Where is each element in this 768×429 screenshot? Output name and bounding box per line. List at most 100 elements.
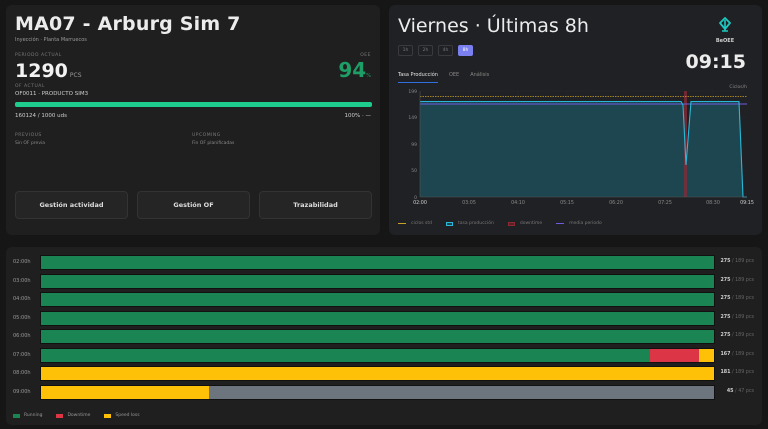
production-rate-chart: 199 149 99 50 0 Ciclos/h 02:00 03:05 04:… [408, 84, 754, 206]
timeline-count: 181 / 189 pcs [720, 370, 754, 375]
timeline-segment-running[interactable] [41, 348, 651, 362]
chart-legend: ciclos std tasa producción downtime medi… [398, 221, 602, 226]
timeline-row: 03:00h 275 / 189 pcs [6, 273, 762, 289]
timeline-legend: Running Downtime Speed loss [13, 413, 140, 418]
timeline-segment-running[interactable] [41, 330, 714, 343]
timeline-hour-label: 02:00h [13, 259, 31, 265]
timeline-bar[interactable] [40, 366, 715, 381]
progress-percent: 100% · — [344, 113, 371, 119]
timeline-count: 275 / 189 pcs [720, 333, 754, 338]
count-actual: 45 [726, 388, 734, 394]
legend-label: ciclos std [411, 221, 432, 226]
count-unit: PCS [69, 72, 82, 79]
count-actual: 275 [720, 296, 731, 301]
timeline-hour-label: 05:00h [13, 314, 31, 321]
range-chip-4h[interactable]: 4h [438, 45, 453, 56]
timeline-bar[interactable] [40, 329, 715, 344]
timeline-segment-speed[interactable] [41, 367, 714, 380]
progress-units: 160124 / 1000 uds [15, 113, 67, 119]
x-axis-ticks: 02:00 03:05 04:10 05:15 06:20 07:25 08:3… [413, 200, 754, 206]
svg-text:99: 99 [411, 142, 417, 148]
legend-label: Running [24, 413, 43, 418]
count-target: / 47 pcs [735, 388, 754, 394]
tasa-produccion-swatch-icon [445, 221, 453, 226]
count-value: 1290 [15, 60, 68, 82]
machine-panel: MA07 - Arburg Sim 7 Inyección · Planta M… [6, 5, 380, 235]
production-rate-area [420, 101, 743, 197]
timeline-bar[interactable] [40, 255, 715, 270]
downtime-swatch-icon [507, 221, 515, 226]
timeline-segment-running[interactable] [41, 293, 714, 306]
legend-media-periodo[interactable]: media periodo [556, 221, 602, 226]
legend-ciclos-std[interactable]: ciclos std [398, 221, 432, 226]
svg-text:02:00: 02:00 [413, 200, 427, 206]
range-chip-8h[interactable]: 8h [458, 45, 473, 56]
piece-count: 1290 PCS [15, 60, 82, 82]
svg-text:06:20: 06:20 [609, 200, 623, 206]
svg-text:09:15: 09:15 [740, 200, 754, 206]
downtime-swatch-icon [56, 413, 64, 418]
count-actual: 275 [720, 277, 731, 283]
timeline-row: 05:00h 275 / 189 pcs [6, 310, 762, 326]
timeline-segment-downtime[interactable] [650, 348, 699, 362]
machine-title: MA07 - Arburg Sim 7 [15, 13, 241, 35]
timeline-bar[interactable] [40, 347, 715, 363]
running-swatch-icon [13, 413, 20, 418]
legend-speed-loss: Speed loss [104, 413, 140, 418]
previous-value: Sin OF previa [15, 141, 45, 146]
timeline-segment-speed[interactable] [41, 385, 210, 399]
of-progress-bar [15, 102, 372, 107]
svg-text:04:10: 04:10 [511, 200, 525, 206]
count-actual: 275 [720, 314, 731, 320]
count-target: / 189 pcs [731, 370, 754, 375]
tab-oee[interactable]: OEE [448, 72, 460, 78]
count-target: / 189 pcs [731, 296, 754, 301]
gestion-actividad-button[interactable]: Gestión actividad [15, 191, 128, 219]
previous-label: PREVIOUS [15, 133, 42, 138]
gestion-of-button[interactable]: Gestión OF [137, 191, 250, 219]
timeline-row: 07:00h 167 / 189 pcs [6, 347, 762, 363]
legend-downtime[interactable]: downtime [507, 221, 543, 226]
timeline-segment-idle[interactable] [209, 385, 714, 399]
hourly-timeline-panel: 02:00h 275 / 189 pcs 03:00h 275 / 189 pcs 04… [6, 247, 762, 425]
timeline-bar[interactable] [40, 384, 715, 400]
speed-loss-swatch-icon [104, 413, 112, 418]
legend-tasa-produccion[interactable]: tasa producción [445, 221, 494, 226]
production-rate-line [420, 100, 747, 198]
range-selector: 1h 2h 4h 8h [398, 45, 473, 56]
timeline-count: 45 / 47 pcs [727, 389, 754, 394]
range-chip-2h[interactable]: 2h [418, 45, 433, 56]
machine-subtitle: Inyección · Planta Marruecos [15, 37, 87, 43]
oee-label: OEE [360, 53, 371, 58]
upcoming-label: UPCOMING [192, 133, 221, 138]
trazabilidad-button[interactable]: Trazabilidad [259, 191, 372, 219]
range-chip-1h[interactable]: 1h [398, 45, 413, 56]
timeline-segment-speed[interactable] [698, 348, 714, 362]
timeline-bar[interactable] [40, 273, 715, 289]
count-target: / 189 pcs [731, 314, 754, 320]
count-actual: 181 [720, 370, 731, 375]
timeline-count: 275 / 189 pcs [720, 278, 754, 283]
timeline-row: 04:00h 275 / 189 pcs [6, 292, 762, 307]
legend-label: downtime [519, 221, 543, 226]
timeline-bar[interactable] [40, 310, 715, 326]
timeline-segment-running[interactable] [41, 311, 714, 325]
tab-tasa-produccion[interactable]: Tasa Producción [398, 72, 438, 83]
legend-label: Downtime [67, 413, 91, 418]
timeline-hour-label: 03:00h [13, 277, 31, 284]
oee-number: 94 [338, 58, 367, 82]
y-axis-ticks: 199 149 99 50 0 [408, 89, 417, 201]
timeline-bar[interactable] [40, 292, 715, 307]
legend-label: media periodo [569, 221, 602, 226]
chart-panel-title: Viernes · Últimas 8h [398, 15, 589, 37]
count-actual: 167 [720, 351, 731, 357]
svg-text:05:15: 05:15 [560, 200, 574, 206]
brand-name: BeOEE [715, 38, 735, 44]
timeline-count: 275 / 189 pcs [720, 315, 754, 320]
timeline-segment-running[interactable] [41, 256, 714, 269]
svg-text:50: 50 [411, 168, 417, 174]
svg-text:149: 149 [408, 115, 417, 121]
timeline-segment-running[interactable] [41, 274, 714, 288]
tab-analisis[interactable]: Análisis [470, 72, 490, 78]
svg-text:199: 199 [408, 89, 417, 95]
